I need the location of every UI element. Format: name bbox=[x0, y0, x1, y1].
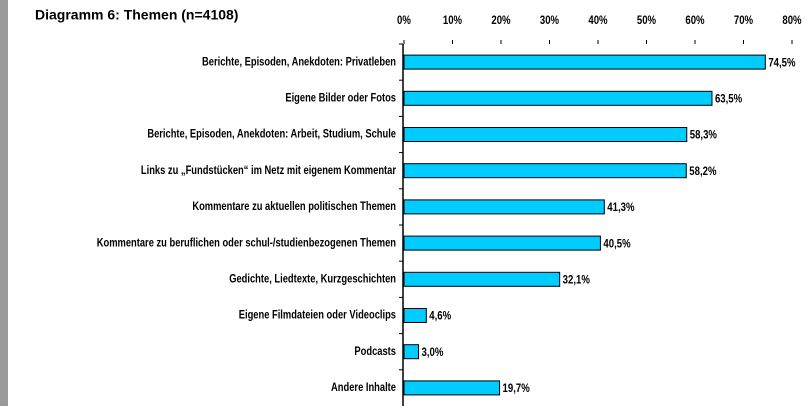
x-tick-label: 40% bbox=[588, 14, 608, 27]
x-tick-label: 70% bbox=[734, 14, 754, 27]
y-tick-label: Links zu „Fundstücken“ im Netz mit eigen… bbox=[141, 164, 397, 177]
bar bbox=[403, 380, 501, 396]
data-label: 63,5% bbox=[715, 93, 743, 106]
data-label: 41,3% bbox=[607, 201, 635, 214]
data-label: 58,3% bbox=[690, 129, 718, 142]
y-tick-label: Eigene Filmdateien oder Videoclips bbox=[239, 309, 396, 322]
bar bbox=[403, 54, 766, 70]
bar bbox=[403, 90, 713, 106]
y-tick-label: Podcasts bbox=[354, 345, 396, 358]
x-tick-label: 80% bbox=[782, 14, 802, 27]
y-tick-label: Eigene Bilder oder Fotos bbox=[285, 91, 396, 104]
bar bbox=[403, 271, 561, 287]
y-tick-label: Kommentare zu beruflichen oder schul-/st… bbox=[97, 236, 396, 249]
data-label: 3,0% bbox=[422, 346, 444, 359]
x-tick-label: 20% bbox=[491, 14, 511, 27]
bar bbox=[403, 344, 420, 360]
data-label: 19,7% bbox=[503, 382, 531, 395]
bar bbox=[403, 163, 687, 179]
data-label: 32,1% bbox=[563, 274, 591, 287]
bar bbox=[403, 308, 427, 323]
x-tick-label: 50% bbox=[637, 14, 657, 27]
y-tick-label: Berichte, Episoden, Anekdoten: Arbeit, S… bbox=[147, 128, 396, 141]
data-label: 40,5% bbox=[603, 237, 631, 250]
chart-title: Diagramm 6: Themen (n=4108) bbox=[35, 7, 238, 23]
y-tick-label: Andere Inhalte bbox=[331, 381, 396, 394]
data-label: 74,5% bbox=[768, 56, 796, 69]
bar bbox=[403, 199, 605, 215]
bar bbox=[403, 127, 688, 142]
x-tick-label: 60% bbox=[685, 14, 705, 27]
x-tick-label: 30% bbox=[540, 14, 560, 27]
bar bbox=[403, 235, 601, 251]
y-tick-label: Berichte, Episoden, Anekdoten: Privatleb… bbox=[202, 55, 396, 68]
y-tick-label: Kommentare zu aktuellen politischen Them… bbox=[192, 200, 396, 213]
data-label: 58,2% bbox=[689, 165, 717, 178]
x-tick-label: 10% bbox=[443, 14, 463, 27]
y-tick-label: Gedichte, Liedtexte, Kurzgeschichten bbox=[229, 272, 396, 285]
x-tick-label: 0% bbox=[397, 14, 411, 27]
left-strip bbox=[0, 0, 8, 406]
data-label: 4,6% bbox=[429, 310, 451, 323]
